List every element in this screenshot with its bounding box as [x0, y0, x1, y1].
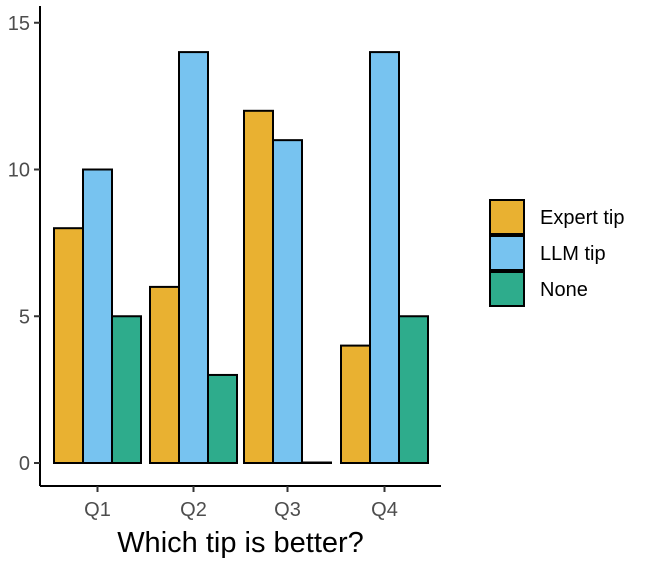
legend: Expert tip LLM tip None: [489, 199, 624, 307]
legend-swatch-llm-tip: [489, 235, 525, 271]
x-tick-label-q3: Q3: [274, 499, 301, 521]
bar-q3-llm-tip: [272, 139, 303, 464]
y-tick-label-10: 10: [8, 160, 30, 182]
x-tick-label-q4: Q4: [371, 499, 398, 521]
x-tick-label-q2: Q2: [180, 499, 207, 521]
bar-q2-llm-tip: [178, 51, 209, 464]
bar-q4-llm-tip: [369, 51, 400, 464]
x-tick-label-q1: Q1: [84, 499, 111, 521]
bar-q1-expert-tip: [53, 227, 84, 464]
bar-q1-none: [111, 315, 142, 464]
bar-q4-none: [398, 315, 429, 464]
legend-swatch-none: [489, 271, 525, 307]
bar-q3-expert-tip: [243, 109, 274, 465]
x-axis-title: Which tip is better?: [117, 527, 364, 559]
y-axis-ticks: 0 5 10 15: [8, 13, 40, 475]
legend-item-llm-tip: LLM tip: [489, 235, 606, 271]
y-tick-label-0: 0: [19, 453, 30, 475]
legend-item-expert-tip: Expert tip: [489, 199, 624, 235]
legend-label-expert-tip: Expert tip: [540, 207, 624, 229]
bar-q2-expert-tip: [149, 285, 180, 464]
bar-group-q4: [340, 51, 429, 465]
y-tick-label-15: 15: [8, 13, 30, 35]
x-axis-ticks: Q1 Q2 Q3 Q4: [84, 486, 398, 521]
bars-layer: [53, 51, 429, 465]
legend-label-none: None: [540, 279, 588, 301]
axes-layer: [39, 6, 441, 487]
bar-group-q1: [53, 168, 142, 464]
legend-item-none: None: [489, 271, 588, 307]
bar-q3-none: [301, 461, 332, 464]
legend-swatch-expert-tip: [489, 199, 525, 235]
bar-group-q3: [243, 109, 332, 465]
bar-q1-llm-tip: [82, 168, 113, 464]
legend-label-llm-tip: LLM tip: [540, 243, 606, 265]
bar-group-q2: [149, 51, 238, 465]
bar-q2-none: [207, 373, 238, 465]
bar-q4-expert-tip: [340, 344, 371, 465]
y-tick-label-5: 5: [19, 306, 30, 328]
